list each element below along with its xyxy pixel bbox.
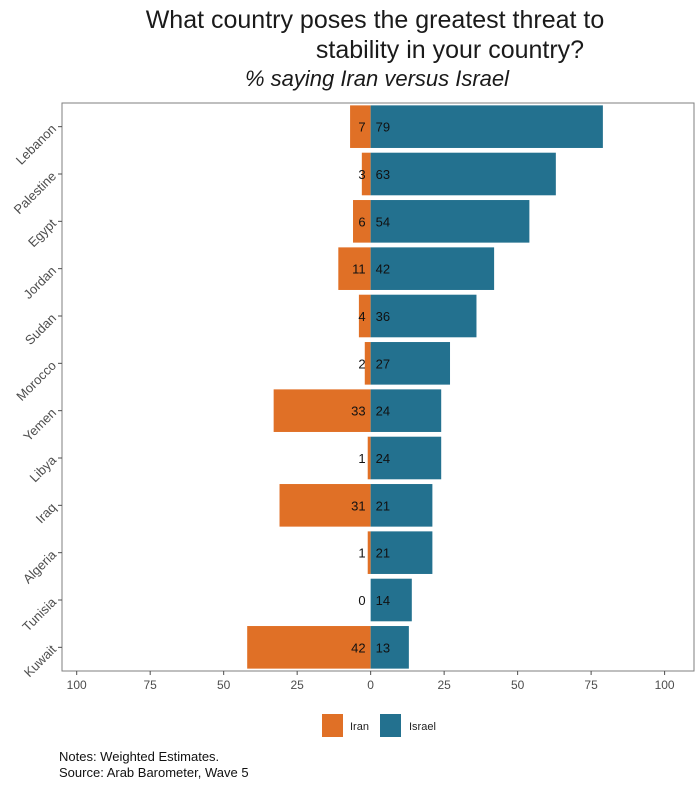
bar-iran-kuwait [247,626,371,669]
x-tick-label: 100 [67,678,87,692]
data-label-israel-jordan: 42 [376,262,390,277]
bar-iran-lebanon [350,105,371,148]
data-label-iran-algeria: 1 [358,546,365,561]
bar-israel-morocco [370,342,451,385]
y-tick-label-egypt: Egypt [25,216,59,250]
bar-israel-iraq [370,484,433,527]
bar-israel-lebanon [370,105,603,148]
data-label-israel-iraq: 21 [376,498,390,513]
bar-iran-egypt [353,200,371,243]
data-label-iran-yemen: 33 [351,404,365,419]
data-label-iran-lebanon: 7 [358,120,365,135]
data-label-israel-morocco: 27 [376,356,390,371]
bar-iran-algeria [367,531,371,574]
data-label-israel-algeria: 21 [376,546,390,561]
bar-israel-egypt [370,200,530,243]
y-tick-label-palestine: Palestine [11,169,59,217]
data-label-iran-palestine: 3 [358,167,365,182]
legend-swatch-israel [380,714,401,737]
data-label-iran-morocco: 2 [358,356,365,371]
bar-israel-palestine [370,152,556,196]
bar-iran-jordan [338,247,371,290]
data-label-iran-libya: 1 [358,451,365,466]
y-tick-label-algeria: Algeria [20,547,60,587]
data-label-israel-palestine: 63 [376,167,390,182]
chart-title-line-1: What country poses the greatest threat t… [145,6,605,34]
bar-iran-libya [367,436,371,480]
data-label-israel-lebanon: 79 [376,120,390,135]
data-label-iran-egypt: 6 [358,214,365,229]
bar-israel-sudan [370,294,477,338]
data-label-israel-kuwait: 13 [376,640,390,655]
chart-notes: Notes: Weighted Estimates. [59,749,220,764]
x-tick-label: 25 [437,678,451,692]
x-tick-label: 0 [367,678,374,692]
legend-swatch-iran [322,714,343,737]
bar-israel-libya [370,436,442,480]
data-label-iran-sudan: 4 [358,309,365,324]
bar-israel-tunisia [370,578,412,622]
x-tick-label: 75 [144,678,158,692]
legend-label-israel: Israel [409,721,436,733]
y-tick-label-libya: Libya [27,452,60,485]
data-label-israel-tunisia: 14 [376,593,390,608]
plot-frame [61,102,695,672]
y-tick-label-morocco: Morocco [13,358,59,404]
bar-iran-sudan [358,294,371,338]
data-label-israel-sudan: 36 [376,309,390,324]
bar-israel-yemen [370,389,442,432]
y-tick-label-lebanon: Lebanon [13,121,59,167]
x-tick-label: 50 [511,678,525,692]
y-tick-label-yemen: Yemen [20,405,59,444]
chart-subtitle: % saying Iran versus Israel [244,66,510,91]
y-tick-label-tunisia: Tunisia [19,594,59,634]
y-tick-label-kuwait: Kuwait [21,642,59,680]
bar-iran-iraq [279,484,371,527]
chart-title-line-2: stability in your country? [315,36,585,64]
data-label-iran-kuwait: 42 [351,640,365,655]
bar-iran-palestine [361,152,371,196]
y-tick-label-sudan: Sudan [22,311,59,348]
bar-iran-yemen [273,389,371,432]
y-tick-label-jordan: Jordan [20,263,59,302]
legend-label-iran: Iran [350,721,369,733]
bar-israel-jordan [370,247,495,290]
x-tick-label: 100 [655,678,675,692]
chart-source: Source: Arab Barometer, Wave 5 [59,765,249,780]
x-tick-label: 75 [584,678,598,692]
bar-israel-algeria [370,531,433,574]
data-label-iran-iraq: 31 [351,498,365,513]
data-label-israel-yemen: 24 [376,404,390,419]
data-label-israel-libya: 24 [376,451,390,466]
x-tick-label: 50 [217,678,231,692]
y-tick-label-iraq: Iraq [33,500,59,526]
data-label-israel-egypt: 54 [376,214,390,229]
bar-israel-kuwait [370,626,409,669]
data-label-iran-jordan: 11 [352,262,366,277]
x-tick-label: 25 [290,678,304,692]
data-label-iran-tunisia: 0 [358,593,365,608]
bar-iran-morocco [364,342,371,385]
